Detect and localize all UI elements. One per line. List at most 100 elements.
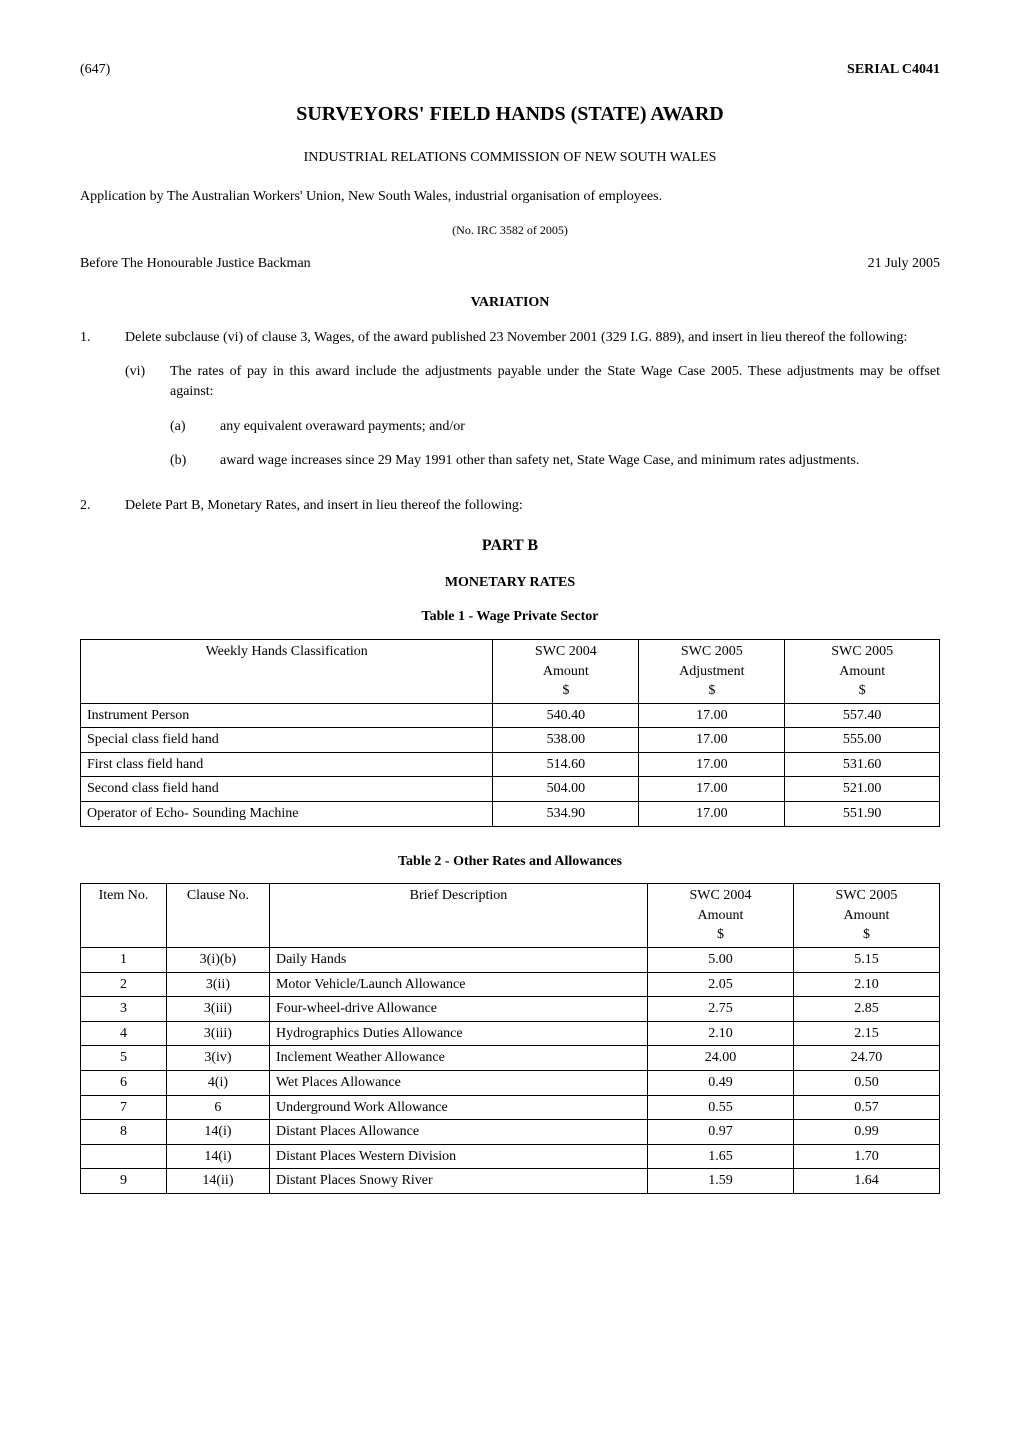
- t2-cell: 5: [81, 1046, 167, 1071]
- t2-cell: 14(ii): [166, 1169, 269, 1194]
- t2-cell: 1: [81, 948, 167, 973]
- application-line: Application by The Australian Workers' U…: [80, 187, 940, 207]
- table-row: First class field hand 514.60 17.00 531.…: [81, 752, 940, 777]
- table-row: Second class field hand 504.00 17.00 521…: [81, 777, 940, 802]
- para-1-vi-b-text: award wage increases since 29 May 1991 o…: [220, 451, 940, 471]
- t2-cell: 1.70: [793, 1144, 939, 1169]
- t2-cell: Motor Vehicle/Launch Allowance: [269, 972, 647, 997]
- t2-cell: 5.15: [793, 948, 939, 973]
- para-1-vi: (vi) The rates of pay in this award incl…: [125, 362, 940, 470]
- t2-cell: 14(i): [166, 1144, 269, 1169]
- t2-cell: 2.15: [793, 1021, 939, 1046]
- t2-cell: 2: [81, 972, 167, 997]
- before-row: Before The Honourable Justice Backman 21…: [80, 254, 940, 274]
- t1-cell: First class field hand: [81, 752, 493, 777]
- t1-cell: 17.00: [639, 777, 785, 802]
- t1-cell: 17.00: [639, 703, 785, 728]
- para-1-vi-a: (a) any equivalent overaward payments; a…: [170, 417, 940, 437]
- t1-h-col4: SWC 2005 Amount $: [785, 639, 940, 703]
- t2-h-col3: Brief Description: [269, 884, 647, 948]
- t1-h-col3: SWC 2005 Adjustment $: [639, 639, 785, 703]
- t2-cell: Underground Work Allowance: [269, 1095, 647, 1120]
- t2-cell: 8: [81, 1120, 167, 1145]
- t2-cell: 14(i): [166, 1120, 269, 1145]
- t2-cell: 24.00: [647, 1046, 793, 1071]
- t2-h-col4: SWC 2004 Amount $: [647, 884, 793, 948]
- table-row: 5 3(iv) Inclement Weather Allowance 24.0…: [81, 1046, 940, 1071]
- t1-cell: 504.00: [493, 777, 639, 802]
- header-row: (647) SERIAL C4041: [80, 60, 940, 80]
- t2-cell: Wet Places Allowance: [269, 1071, 647, 1096]
- para-2-num: 2.: [80, 496, 125, 516]
- t2-cell: 6: [166, 1095, 269, 1120]
- t1-cell: 551.90: [785, 802, 940, 827]
- t2-cell: 1.64: [793, 1169, 939, 1194]
- table-row: 8 14(i) Distant Places Allowance 0.97 0.…: [81, 1120, 940, 1145]
- t2-cell: 0.57: [793, 1095, 939, 1120]
- t1-cell: Instrument Person: [81, 703, 493, 728]
- t1-cell: 521.00: [785, 777, 940, 802]
- before-text: Before The Honourable Justice Backman: [80, 254, 311, 274]
- subtitle: INDUSTRIAL RELATIONS COMMISSION OF NEW S…: [80, 148, 940, 168]
- t2-cell: 2.85: [793, 997, 939, 1022]
- t2-cell: Distant Places Snowy River: [269, 1169, 647, 1194]
- t1-cell: 514.60: [493, 752, 639, 777]
- case-number: (No. IRC 3582 of 2005): [80, 222, 940, 239]
- t1-cell: Operator of Echo- Sounding Machine: [81, 802, 493, 827]
- t1-cell: 531.60: [785, 752, 940, 777]
- t1-cell: 538.00: [493, 728, 639, 753]
- table-row: 2 3(ii) Motor Vehicle/Launch Allowance 2…: [81, 972, 940, 997]
- t1-cell: 534.90: [493, 802, 639, 827]
- t2-cell: Daily Hands: [269, 948, 647, 973]
- t1-cell: Second class field hand: [81, 777, 493, 802]
- t1-cell: 17.00: [639, 802, 785, 827]
- para-1: 1. Delete subclause (vi) of clause 3, Wa…: [80, 328, 940, 481]
- para-1-vi-num: (vi): [125, 362, 170, 470]
- t1-cell: 540.40: [493, 703, 639, 728]
- t1-cell: Special class field hand: [81, 728, 493, 753]
- table-row: 14(i) Distant Places Western Division 1.…: [81, 1144, 940, 1169]
- table-2: Item No. Clause No. Brief Description SW…: [80, 883, 940, 1194]
- before-date: 21 July 2005: [868, 254, 940, 274]
- para-1-vi-b-num: (b): [170, 451, 220, 471]
- t2-cell: Distant Places Allowance: [269, 1120, 647, 1145]
- t2-cell: 0.50: [793, 1071, 939, 1096]
- table-1: Weekly Hands Classification SWC 2004 Amo…: [80, 639, 940, 827]
- table-row: Instrument Person 540.40 17.00 557.40: [81, 703, 940, 728]
- t2-cell: 6: [81, 1071, 167, 1096]
- para-1-vi-a-text: any equivalent overaward payments; and/o…: [220, 417, 940, 437]
- t2-cell: 2.10: [647, 1021, 793, 1046]
- t2-cell: Inclement Weather Allowance: [269, 1046, 647, 1071]
- para-1-vi-text: The rates of pay in this award include t…: [170, 364, 940, 399]
- t2-cell: 0.49: [647, 1071, 793, 1096]
- t2-cell: 3(i)(b): [166, 948, 269, 973]
- t2-cell: Four-wheel-drive Allowance: [269, 997, 647, 1022]
- table-row: 3 3(iii) Four-wheel-drive Allowance 2.75…: [81, 997, 940, 1022]
- table-row: 7 6 Underground Work Allowance 0.55 0.57: [81, 1095, 940, 1120]
- t2-cell: 3(ii): [166, 972, 269, 997]
- t1-h-col2: SWC 2004 Amount $: [493, 639, 639, 703]
- para-1-vi-b: (b) award wage increases since 29 May 19…: [170, 451, 940, 471]
- t1-cell: 17.00: [639, 728, 785, 753]
- t1-cell: 557.40: [785, 703, 940, 728]
- table-1-header-row: Weekly Hands Classification SWC 2004 Amo…: [81, 639, 940, 703]
- table-row: 4 3(iii) Hydrographics Duties Allowance …: [81, 1021, 940, 1046]
- t2-cell: Hydrographics Duties Allowance: [269, 1021, 647, 1046]
- t1-cell: 17.00: [639, 752, 785, 777]
- t2-cell: 2.05: [647, 972, 793, 997]
- table-row: 9 14(ii) Distant Places Snowy River 1.59…: [81, 1169, 940, 1194]
- part-b-heading: PART B: [80, 535, 940, 557]
- t2-h-col1: Item No.: [81, 884, 167, 948]
- t2-cell: 3(iii): [166, 1021, 269, 1046]
- table-row: 1 3(i)(b) Daily Hands 5.00 5.15: [81, 948, 940, 973]
- t2-cell: 0.55: [647, 1095, 793, 1120]
- para-2-text: Delete Part B, Monetary Rates, and inser…: [125, 496, 940, 516]
- t2-cell: [81, 1144, 167, 1169]
- para-2: 2. Delete Part B, Monetary Rates, and in…: [80, 496, 940, 516]
- t2-cell: 5.00: [647, 948, 793, 973]
- para-1-num: 1.: [80, 328, 125, 481]
- t2-cell: 3: [81, 997, 167, 1022]
- para-1-vi-a-num: (a): [170, 417, 220, 437]
- table-2-header-row: Item No. Clause No. Brief Description SW…: [81, 884, 940, 948]
- t2-cell: 0.99: [793, 1120, 939, 1145]
